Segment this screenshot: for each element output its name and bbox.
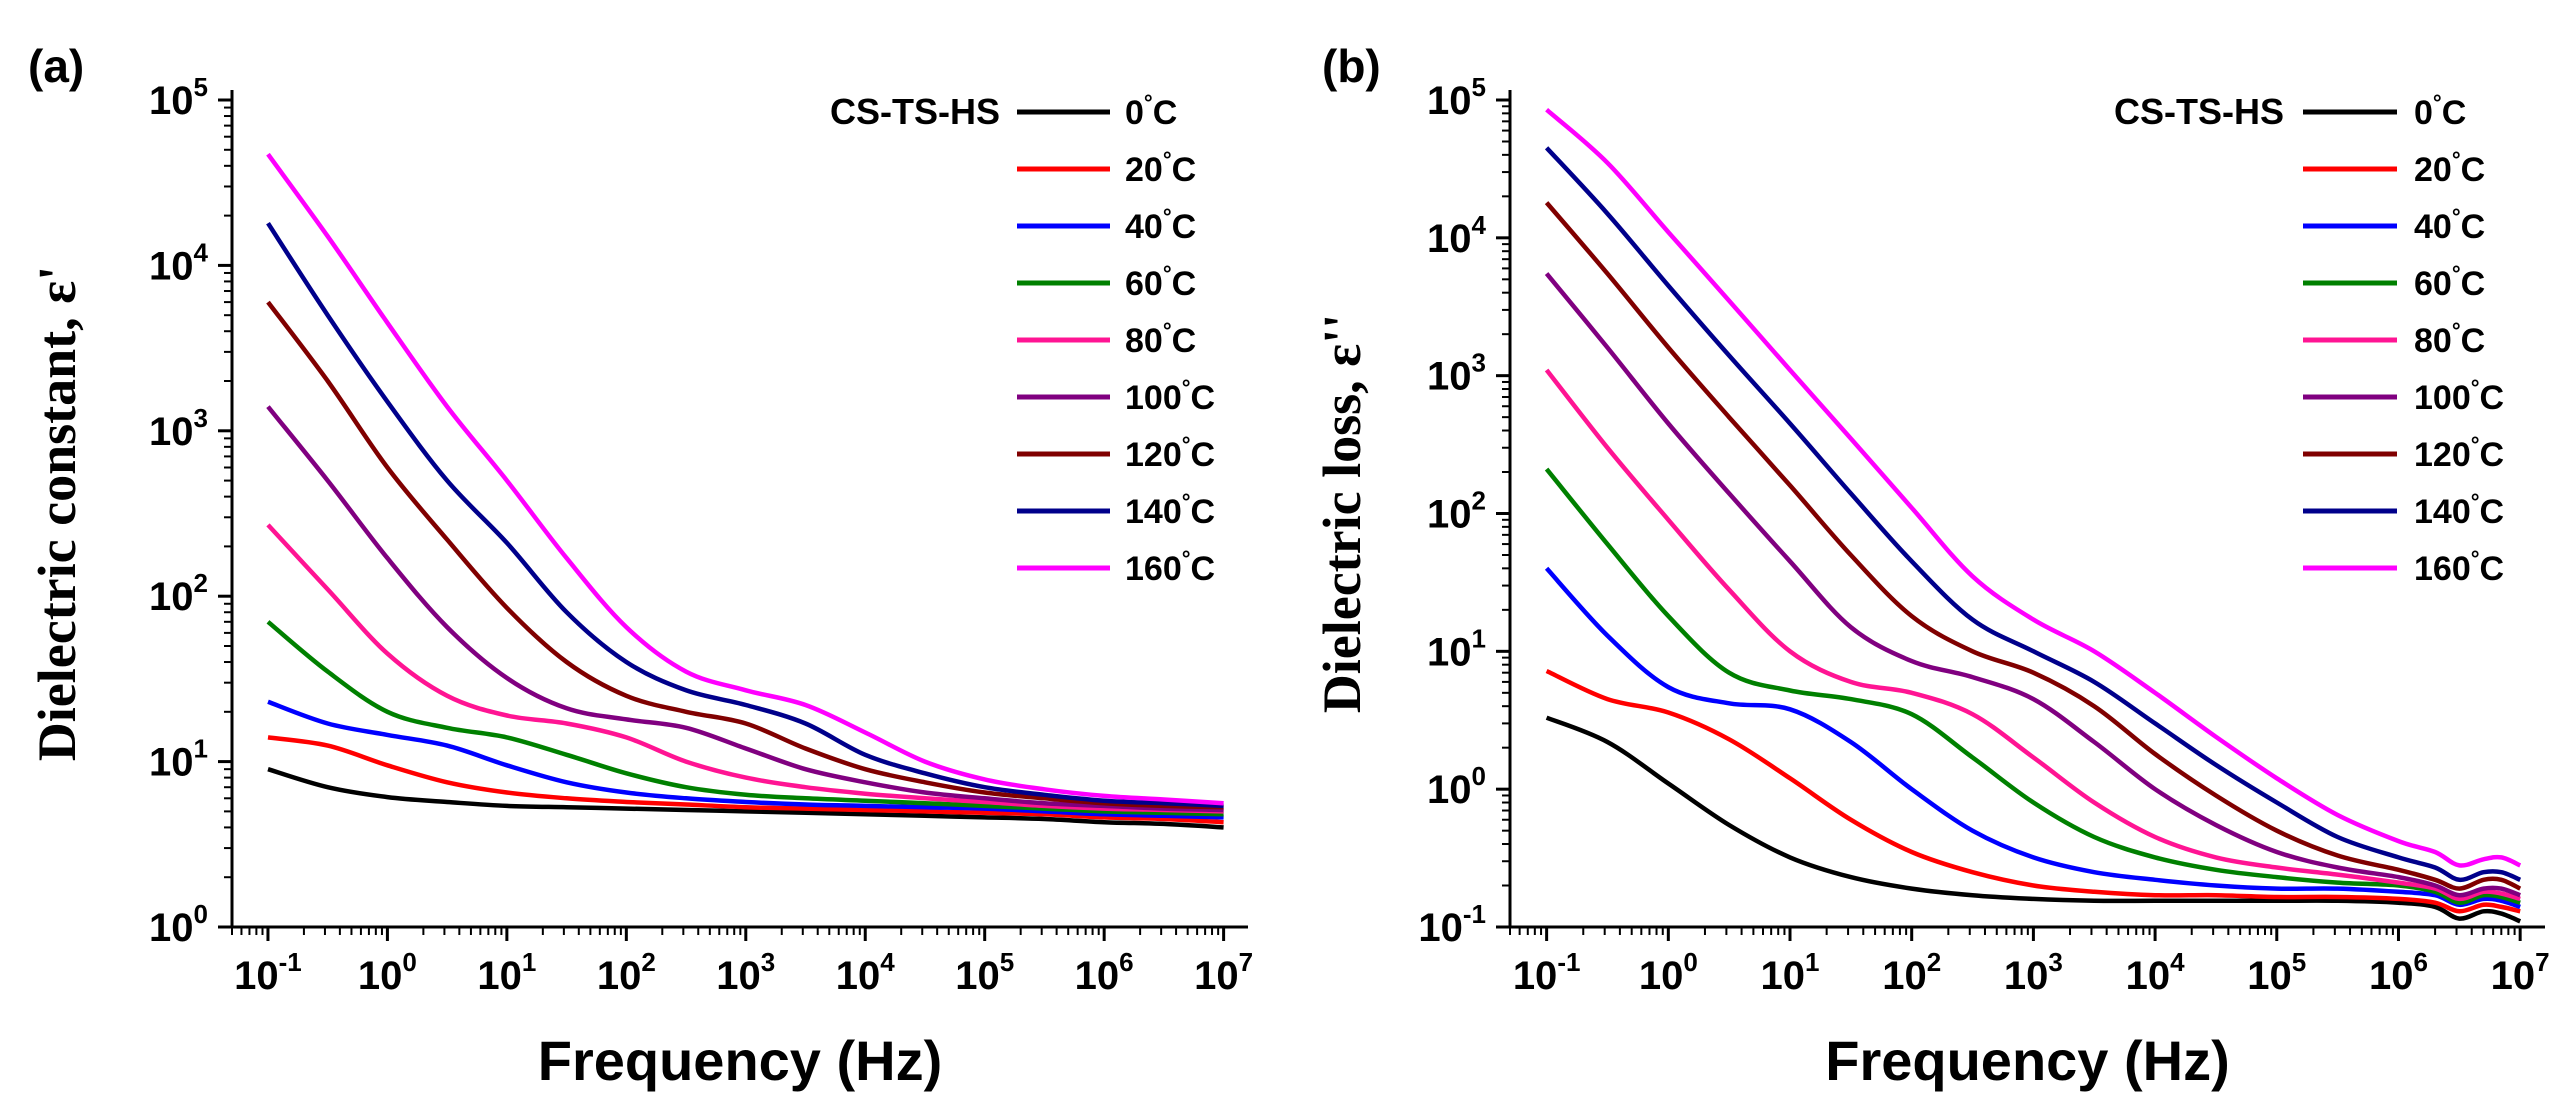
series-line-0C: [267, 767, 1224, 830]
x-tick-label: 103: [2004, 947, 2063, 998]
legend-label-160C: 160°C: [1125, 546, 1215, 588]
y-tick-label: 102: [149, 568, 208, 619]
series-line-100C: [1544, 272, 2521, 898]
x-axis-title: Frequency (Hz): [1825, 1029, 2230, 1092]
legend-label-20C: 20°C: [2414, 147, 2485, 189]
x-tick-label: 107: [1194, 947, 1253, 998]
x-tick-label: 100: [358, 947, 417, 998]
series-line-0C: [1545, 715, 2522, 924]
series-line-60C: [266, 620, 1224, 817]
legend-label-60C: 60°C: [2414, 261, 2485, 303]
y-tick-label: 103: [1427, 348, 1486, 399]
series-line-160C: [1545, 108, 2522, 868]
legend-label-40C: 40°C: [2414, 204, 2485, 246]
x-tick-label: 107: [2491, 947, 2550, 998]
x-tick-label: 106: [1075, 947, 1134, 998]
legend-label-100C: 100°C: [2414, 375, 2504, 417]
legend-label-80C: 80°C: [2414, 318, 2485, 360]
y-tick-label: 100: [1427, 761, 1486, 812]
x-tick-label: 102: [597, 947, 656, 998]
x-tick-label: 101: [477, 947, 536, 998]
y-tick-label: 10-1: [1418, 899, 1486, 950]
y-axis-title: Dielectric constant, ε': [27, 266, 87, 761]
panel-b: (b) 10-1 100 101 102 103 104 105 106 107 10-1 100 10…: [1312, 40, 2550, 1092]
series-line-140C: [1544, 146, 2522, 883]
legend-label-20C: 20°C: [1125, 147, 1196, 189]
legend-label-80C: 80°C: [1125, 318, 1196, 360]
legend-label-140C: 140°C: [2414, 489, 2504, 531]
series-line-120C: [266, 300, 1224, 810]
y-tick-label: 100: [149, 899, 208, 950]
y-tick-label: 104: [149, 237, 209, 288]
legend-label-0C: 0°C: [2414, 90, 2466, 132]
y-axis-title: Dielectric loss, ε'': [1312, 314, 1372, 713]
x-tick-label: 104: [836, 947, 896, 998]
series-line-20C: [1545, 668, 2521, 914]
series-group: [266, 152, 1224, 830]
y-tick-label: 101: [1427, 623, 1486, 674]
legend-title: CS-TS-HS: [2114, 91, 2284, 132]
x-tick-label: 102: [1882, 947, 1941, 998]
series-group: [1544, 108, 2522, 924]
legend-title: CS-TS-HS: [830, 91, 1000, 132]
x-tick-label: 103: [716, 947, 775, 998]
x-tick-label: 104: [2126, 947, 2186, 998]
legend-label-140C: 140°C: [1125, 489, 1215, 531]
legend-label-100C: 100°C: [1125, 375, 1215, 417]
series-line-80C: [266, 523, 1224, 814]
y-tick-label: 101: [149, 734, 208, 785]
legend-label-120C: 120°C: [2414, 432, 2504, 474]
x-tick-label: 105: [955, 947, 1014, 998]
series-line-160C: [266, 152, 1224, 806]
y-tick-label: 105: [1427, 72, 1486, 123]
panel-label: (a): [28, 40, 84, 92]
y-tick-label: 103: [149, 403, 208, 454]
y-tick-label: 102: [1427, 486, 1486, 537]
x-tick-label: 10-1: [1513, 947, 1581, 998]
y-tick-label: 104: [1427, 210, 1487, 261]
x-tick-label: 101: [1761, 947, 1820, 998]
x-tick-label: 106: [2369, 947, 2428, 998]
legend-label-160C: 160°C: [2414, 546, 2504, 588]
panel-label: (b): [1322, 40, 1381, 92]
series-line-140C: [266, 221, 1224, 809]
legend-label-40C: 40°C: [1125, 204, 1196, 246]
series-line-20C: [267, 735, 1224, 825]
series-line-40C: [267, 699, 1224, 820]
series-line-80C: [1544, 368, 2521, 902]
series-line-120C: [1544, 201, 2522, 891]
legend-label-120C: 120°C: [1125, 432, 1215, 474]
series-line-60C: [1544, 467, 2521, 905]
panel-a: (a) 10-1 100 101 102 103 104 105 106 107 100 101 102…: [27, 40, 1253, 1092]
y-tick-label: 105: [149, 72, 208, 123]
x-tick-label: 10-1: [234, 947, 302, 998]
x-tick-label: 105: [2247, 947, 2306, 998]
legend-label-60C: 60°C: [1125, 261, 1196, 303]
x-tick-label: 100: [1639, 947, 1698, 998]
legend-label-0C: 0°C: [1125, 90, 1177, 132]
series-line-100C: [266, 405, 1224, 813]
x-axis-title: Frequency (Hz): [538, 1029, 943, 1092]
